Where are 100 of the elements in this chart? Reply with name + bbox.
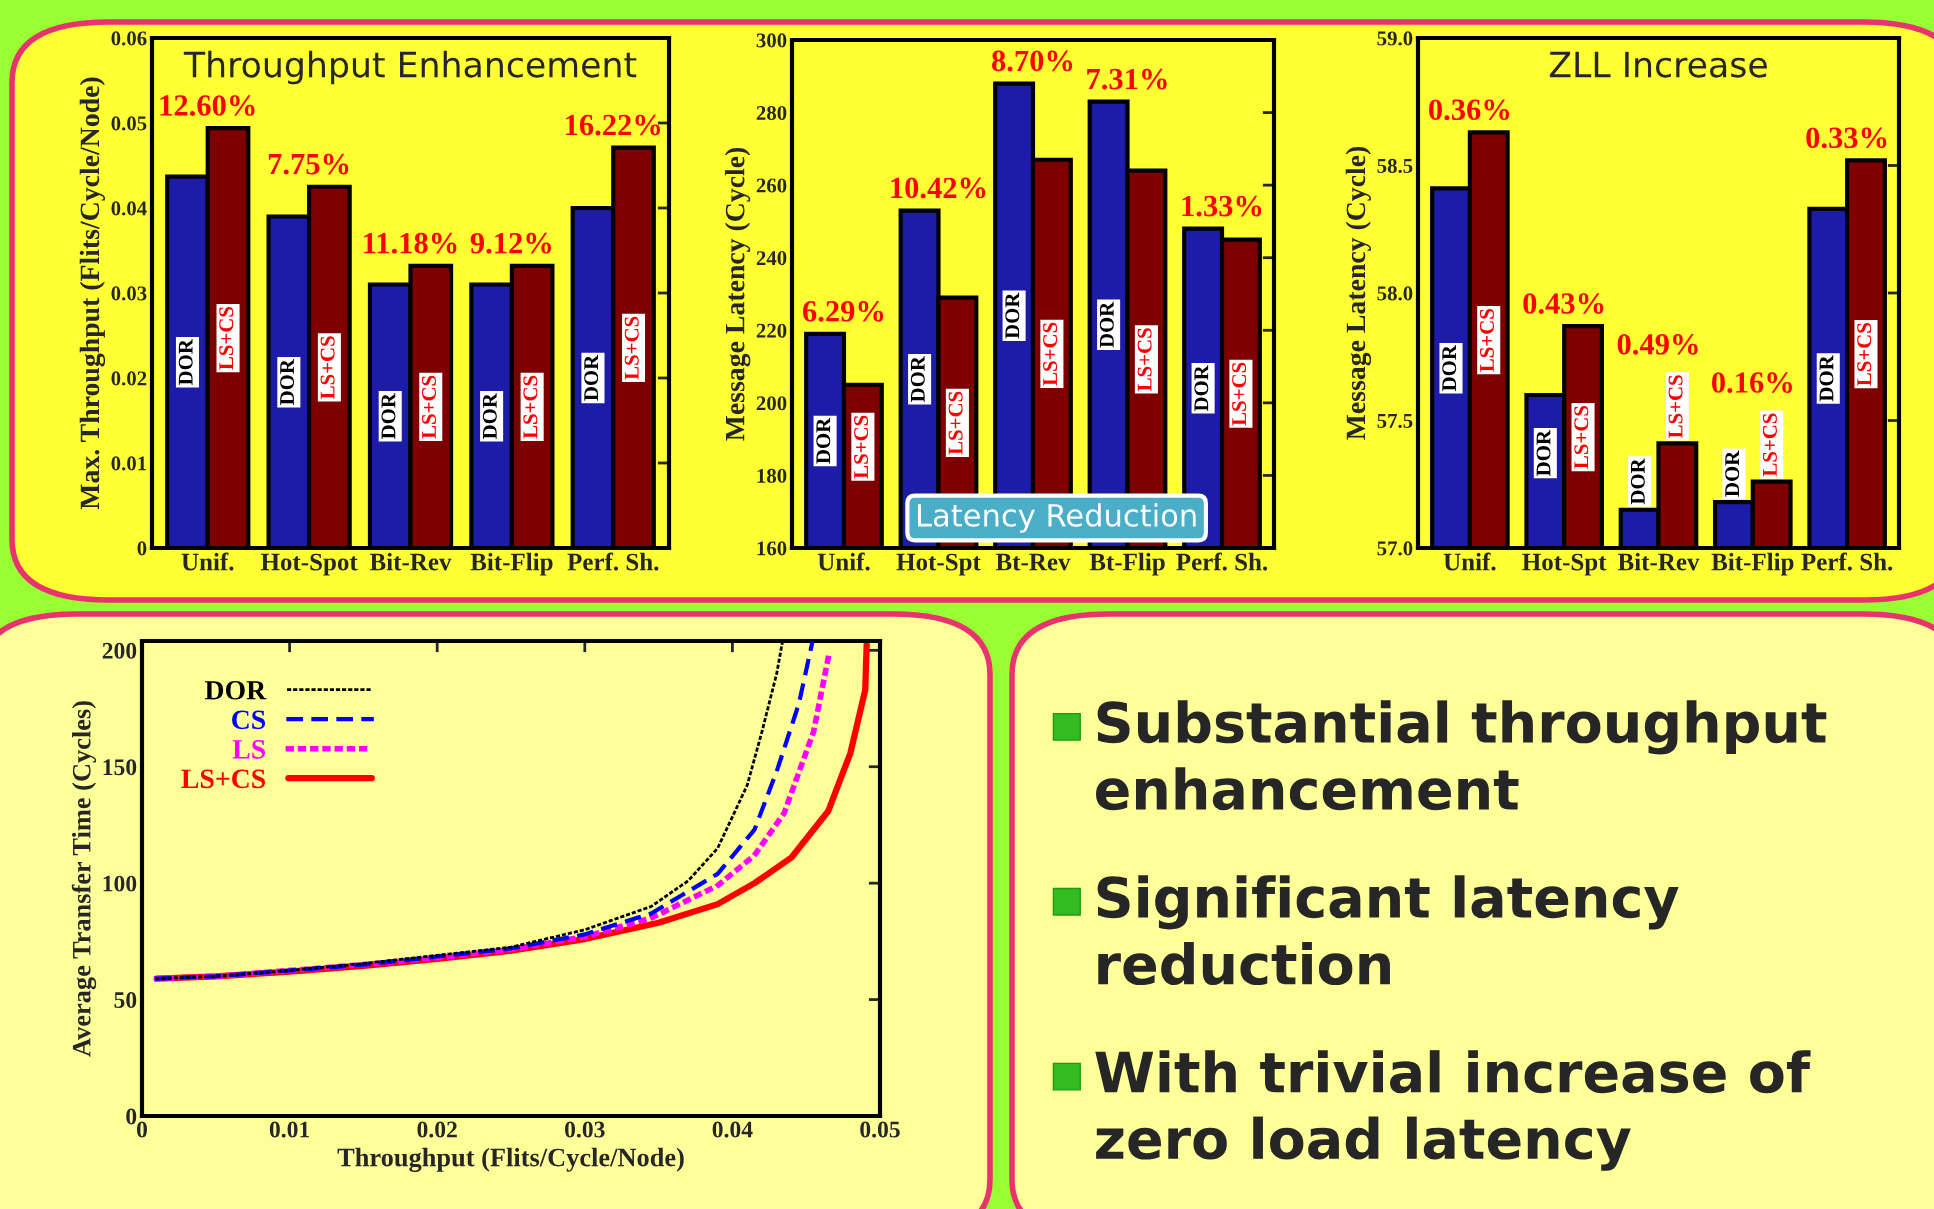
text: LS+CS <box>421 375 436 439</box>
annotation: 0.16% <box>1711 372 1792 394</box>
annotation: 7.75% <box>268 153 349 175</box>
text: DOR <box>482 392 497 440</box>
text: DOR <box>1536 429 1551 476</box>
text: DOR <box>381 392 396 440</box>
text: DOR <box>1005 292 1020 339</box>
y-tick-label: 58.0 <box>1377 286 1413 301</box>
x-tick-label: Bit-Flip <box>1711 552 1794 576</box>
annotation: 11.18% <box>364 232 457 254</box>
x-tick-label: Unif. <box>1443 552 1496 571</box>
y-tick-label: 0.01 <box>111 456 147 471</box>
x-tick-label: Bit-Flip <box>470 552 553 576</box>
text: LS+CS <box>1857 323 1872 386</box>
text: DOR <box>1099 301 1114 348</box>
x-tick-label: Hot-Spt <box>1522 553 1607 576</box>
y-tick-label: 260 <box>756 178 787 193</box>
x-tick-label: 0.05 <box>860 1121 900 1138</box>
y-tick-label: 300 <box>756 33 787 48</box>
y-tick-label: 0.04 <box>111 201 147 216</box>
text: DOR <box>816 417 831 464</box>
text: Latency Reduction <box>918 503 1196 533</box>
x-tick-label: Perf. Sh. <box>1176 552 1268 571</box>
text: LS+CS <box>1137 328 1152 391</box>
text: DOR <box>178 338 193 386</box>
text: With trivial increase of zero load latency <box>1095 1050 1811 1171</box>
annotation: 8.70% <box>992 50 1073 72</box>
chart-title: Throughput Enhancement <box>183 50 637 85</box>
y-tick-label: 0.06 <box>111 31 147 46</box>
x-tick-label: Unif. <box>817 552 870 571</box>
text: LS+CS <box>1479 309 1494 372</box>
x-tick-label: 0.01 <box>269 1121 310 1138</box>
y-tick-label: 57.0 <box>1377 541 1413 556</box>
text: LS+CS <box>1232 362 1247 426</box>
text: DOR <box>1442 344 1457 391</box>
annotation: 6.29% <box>803 300 884 322</box>
annotation: 7.31% <box>1087 68 1167 90</box>
y-tick-label: 180 <box>757 468 787 483</box>
legend-label: LS+CS <box>181 769 266 789</box>
series-label: DOR <box>910 355 925 403</box>
x-tick-label: Perf. Sh. <box>567 552 659 571</box>
text: LS+CS <box>1668 375 1683 438</box>
text: LS+CS <box>1762 413 1777 477</box>
legend-label: LS <box>232 739 266 759</box>
y-axis-title: Max. Throughput (Flits/Cycle/Node) <box>79 77 106 510</box>
chart-title: ZLL Increase <box>1549 51 1767 78</box>
text: DOR <box>1819 355 1834 402</box>
y-tick-label: 160 <box>757 541 787 556</box>
annotation: 0.49% <box>1617 334 1698 355</box>
y-tick-label: 0.03 <box>111 286 147 301</box>
text: Significant latency reduction <box>1097 875 1679 986</box>
y-tick-label: 58.5 <box>1377 158 1413 174</box>
legend-label: CS <box>232 710 266 730</box>
y-tick-label: 0.05 <box>111 116 147 131</box>
text: LS+CS <box>854 415 869 479</box>
x-tick-label: Perf. Sh. <box>1801 552 1893 571</box>
legend-label: DOR <box>204 680 267 700</box>
text: LS+CS <box>523 375 538 439</box>
y-axis-title: Message Latency (Cycle) <box>1345 146 1372 440</box>
y-axis-title: Average Transfer Time (Cycles) <box>71 701 97 1057</box>
annotation: 16.22% <box>566 114 661 136</box>
x-tick-label: Bt-Flip <box>1089 552 1165 576</box>
x-tick-label: 0.04 <box>712 1121 753 1138</box>
text: Substantial throughput enhancement <box>1096 700 1827 811</box>
annotation: 0.36% <box>1429 99 1510 121</box>
annotation: 9.12% <box>470 232 552 254</box>
y-tick-label: 240 <box>756 251 787 266</box>
series-label: LS+CS <box>624 316 639 380</box>
x-tick-label: Bit-Rev <box>1617 552 1700 571</box>
y-tick-label: 0 <box>137 541 147 556</box>
x-tick-label: Unif. <box>181 552 234 571</box>
annotation: 0.33% <box>1806 127 1887 149</box>
x-tick-label: 0.03 <box>565 1121 605 1138</box>
x-tick-label: Bt-Rev <box>995 553 1071 571</box>
text: DOR <box>1725 450 1740 497</box>
annotation: 10.42% <box>891 177 986 199</box>
x-axis-title: Throughput (Flits/Cycle/Node) <box>337 1147 684 1172</box>
y-tick-label: 280 <box>756 105 787 120</box>
text: LS+CS <box>320 336 335 400</box>
y-tick-label: 220 <box>756 323 787 338</box>
y-tick-label: 200 <box>756 396 787 411</box>
annotation: 1.33% <box>1182 195 1262 217</box>
y-tick-label: 100 <box>103 875 137 892</box>
text: DOR <box>280 358 295 406</box>
x-tick-label: 0.02 <box>417 1121 457 1138</box>
text: DOR <box>1194 365 1209 412</box>
x-tick-label: Bit-Rev <box>369 552 452 571</box>
y-tick-label: 59.0 <box>1377 31 1413 46</box>
text: DOR <box>1630 458 1645 505</box>
y-tick-label: 50 <box>114 992 137 1008</box>
y-tick-label: 200 <box>102 642 137 659</box>
annotation: 0.43% <box>1523 293 1604 314</box>
y-tick-label: 0 <box>126 1108 137 1125</box>
text: LS+CS <box>219 306 234 370</box>
y-axis-title: Message Latency (Cycle) <box>724 147 751 441</box>
y-tick-label: 0.02 <box>111 371 147 386</box>
x-tick-label: Hot-Spt <box>896 553 981 576</box>
series-label: LS+CS <box>1043 322 1058 386</box>
annotation: 12.60% <box>160 95 255 116</box>
y-tick-label: 57.5 <box>1377 414 1413 429</box>
